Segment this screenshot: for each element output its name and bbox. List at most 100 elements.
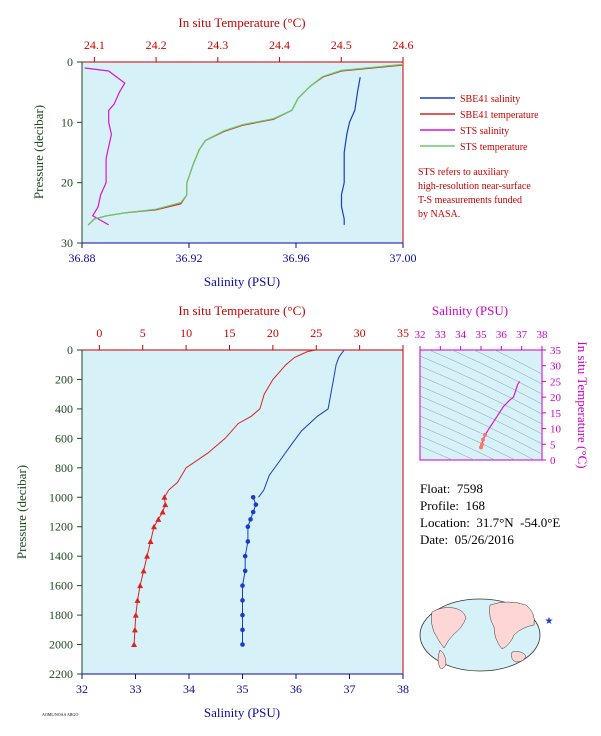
temperature-marker xyxy=(132,612,139,618)
bottom-pressure-tick-label: 2000 xyxy=(49,638,73,652)
temperature-marker xyxy=(131,641,138,648)
top-temperature-axis-title: In situ Temperature (°C) xyxy=(178,15,305,30)
profile-date: Date: 05/26/2016 xyxy=(420,532,514,547)
salinity-marker xyxy=(240,583,245,588)
bottom-temp-tick-label: 35 xyxy=(397,326,409,340)
density-contour xyxy=(420,445,453,460)
top-temp-tick-label: 24.4 xyxy=(269,38,290,52)
salinity-marker xyxy=(240,642,245,647)
ts-series-group xyxy=(479,381,521,450)
salinity-marker xyxy=(248,517,253,522)
world-map: ★ xyxy=(419,598,554,672)
bottom-pressure-tick-label: 400 xyxy=(55,402,73,416)
legend-label-sts-salinity: STS salinity xyxy=(460,126,509,137)
temperature-marker xyxy=(159,509,166,515)
top-pressure-axis-title: Pressure (decibar) xyxy=(31,105,46,199)
temperature-marker xyxy=(151,523,158,530)
ts-temp-tick-label: 30 xyxy=(550,361,562,373)
ts-temp-tick-label: 20 xyxy=(550,392,562,404)
bottom-temp-tick-label: 10 xyxy=(180,326,192,340)
density-contour xyxy=(420,395,542,455)
temperature-marker xyxy=(134,597,141,603)
legend-label-sts-temperature: STS temperature xyxy=(460,142,528,153)
map-land-americas-west xyxy=(431,607,467,649)
density-contour xyxy=(420,375,542,435)
float-info: Float: 7598 Profile: 168 Location: 31.7°… xyxy=(420,480,560,548)
density-contour xyxy=(420,425,496,460)
top-sal-tick-label: 36.92 xyxy=(176,251,203,265)
bottom-pressure-tick-label: 1200 xyxy=(49,520,73,534)
top-sal-tick-label: 37.00 xyxy=(390,251,417,265)
sts-note-line-1: STS refers to auxiliary xyxy=(418,167,509,178)
ts-axis-ticks: 32 33 34 35 36 37 38 0 5 10 15 20 25 30 35 xyxy=(415,329,562,467)
top-temp-tick-label: 24.5 xyxy=(331,38,352,52)
temperature-marker xyxy=(131,626,138,633)
bottom-pressure-tick-label: 1400 xyxy=(49,549,73,563)
bottom-pressure-tick-label: 1600 xyxy=(49,579,73,593)
top-temp-tick-label: 24.2 xyxy=(146,38,167,52)
temperature-marker xyxy=(162,501,169,508)
map-land-south-america xyxy=(437,649,447,669)
ts-sal-tick-label: 38 xyxy=(537,329,549,341)
top-pressure-tick-label: 10 xyxy=(61,115,73,129)
ts-sal-tick-label: 33 xyxy=(435,329,447,341)
salinity-marker xyxy=(240,627,245,633)
profile-number: Profile: 168 xyxy=(420,498,485,513)
top-plot-area xyxy=(81,61,404,244)
footer-credit: AOML/NOAA ARGO xyxy=(42,712,79,717)
bottom-series-group xyxy=(131,349,345,648)
bottom-pressure-tick-label: 2200 xyxy=(49,667,73,681)
bottom-pressure-tick-label: 200 xyxy=(55,372,73,386)
legend-label-sbe-temperature: SBE41 temperature xyxy=(460,110,539,121)
salinity-marker xyxy=(240,598,245,603)
top-profile-panel: In situ Temperature (°C) Salinity (PSU) … xyxy=(31,15,417,289)
top-sal-tick-label: 36.96 xyxy=(283,251,310,265)
bottom-pressure-tick-label: 1000 xyxy=(49,490,73,504)
ts-temp-tick-label: 0 xyxy=(550,455,556,467)
ts-deep-point xyxy=(483,432,488,437)
salinity-marker xyxy=(245,524,251,530)
density-contour xyxy=(473,350,542,385)
ts-diagram-inset: Salinity (PSU) In situ Temperature (°C) … xyxy=(415,303,591,469)
ts-deep-point xyxy=(481,437,486,442)
bottom-pressure-tick-label: 800 xyxy=(55,461,73,475)
top-axis-ticks: 24.1 24.2 24.3 24.4 24.5 24.6 36.88 36.92 36.96 3… xyxy=(61,38,417,265)
top-temp-tick-label: 24.6 xyxy=(393,38,414,52)
top-pressure-tick-label: 30 xyxy=(61,236,73,250)
ts-temp-tick-label: 10 xyxy=(550,424,562,436)
ts-salinity-axis-title: Salinity (PSU) xyxy=(432,303,508,318)
temperature-marker xyxy=(147,538,154,544)
salinity-marker xyxy=(253,502,259,507)
top-line-sts-temperature xyxy=(87,63,404,226)
top-pressure-tick-label: 20 xyxy=(61,176,73,190)
bottom-sal-tick-label: 35 xyxy=(237,682,249,696)
top-temp-tick-label: 24.3 xyxy=(207,38,228,52)
density-contour xyxy=(451,350,542,395)
bottom-temperature-axis-title: In situ Temperature (°C) xyxy=(178,303,305,318)
ts-density-contours xyxy=(420,350,542,460)
salinity-marker xyxy=(250,494,256,500)
density-contour xyxy=(420,405,535,460)
ts-temp-tick-label: 35 xyxy=(550,345,562,357)
ts-temp-tick-label: 5 xyxy=(550,439,556,451)
bottom-pressure-tick-label: 600 xyxy=(55,431,73,445)
float-id: Float: 7598 xyxy=(420,481,483,496)
ts-sal-tick-label: 32 xyxy=(415,329,426,341)
bottom-pressure-tick-label: 0 xyxy=(67,343,73,357)
temperature-marker xyxy=(137,582,144,589)
sts-note-line-4: by NASA. xyxy=(418,209,460,220)
float-location-star-icon: ★ xyxy=(545,616,554,627)
bottom-temp-tick-label: 0 xyxy=(96,326,102,340)
bottom-sal-tick-label: 33 xyxy=(130,682,142,696)
top-series-group xyxy=(84,63,404,226)
ts-deep-point xyxy=(479,445,483,450)
density-contour xyxy=(494,350,542,375)
salinity-marker xyxy=(250,509,256,515)
bottom-temp-tick-label: 30 xyxy=(354,326,366,340)
salinity-marker xyxy=(245,539,251,544)
density-contour xyxy=(420,435,475,460)
bottom-temp-tick-label: 5 xyxy=(140,326,146,340)
top-temp-tick-label: 24.1 xyxy=(84,38,105,52)
float-location: Location: 31.7°N -54.0°E xyxy=(420,515,561,530)
